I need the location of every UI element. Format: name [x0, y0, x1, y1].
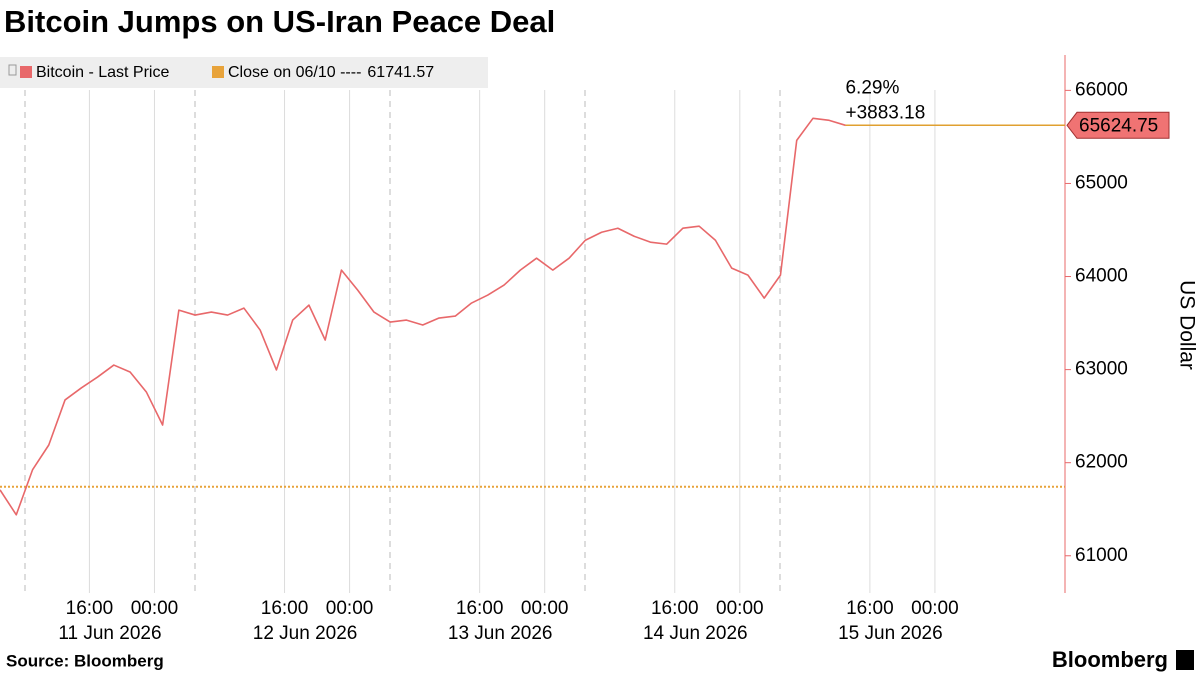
source: Source: Bloomberg [6, 651, 164, 670]
x-group-label: 14 Jun 2026 [643, 623, 748, 644]
brand-icon [1176, 650, 1194, 670]
x-tick-label: 00:00 [716, 598, 764, 619]
last-value-label: 65624.75 [1079, 115, 1158, 136]
x-group-label: 11 Jun 2026 [58, 623, 161, 644]
x-tick-label: 00:00 [131, 598, 179, 619]
x-group-label: 13 Jun 2026 [448, 623, 553, 644]
legend-swatch [20, 66, 32, 78]
x-tick-label: 16:00 [456, 598, 504, 619]
legend-ref-value: 61741.57 [367, 64, 434, 81]
legend-handle [8, 64, 17, 76]
y-tick-label: 63000 [1075, 359, 1128, 380]
chart-title: Bitcoin Jumps on US-Iran Peace Deal [4, 4, 555, 39]
legend-label: Bitcoin - Last Price [36, 64, 169, 81]
brand: Bloomberg [1052, 647, 1168, 672]
legend-label: Close on 06/10 ---- 61741.57 [228, 64, 434, 81]
last-value-tag [1066, 111, 1170, 139]
x-tick-label: 00:00 [521, 598, 569, 619]
legend-ref-name: Close on 06/10 ---- [228, 64, 361, 81]
x-group-label: 15 Jun 2026 [838, 623, 943, 644]
legend-box [0, 57, 488, 88]
change-abs: +3883.18 [845, 102, 925, 123]
x-group-label: 12 Jun 2026 [253, 623, 358, 644]
x-tick-label: 00:00 [911, 598, 959, 619]
y-tick-label: 66000 [1075, 79, 1128, 100]
y-tick-label: 61000 [1075, 545, 1128, 566]
x-tick-label: 16:00 [651, 598, 699, 619]
x-tick-label: 16:00 [846, 598, 894, 619]
x-tick-label: 00:00 [326, 598, 374, 619]
x-tick-label: 16:00 [261, 598, 309, 619]
legend-swatch [212, 66, 224, 78]
y-axis-label: US Dollar [1175, 280, 1198, 370]
change-pct: 6.29% [845, 77, 899, 98]
x-tick-label: 16:00 [66, 598, 114, 619]
price-line [0, 117, 846, 516]
y-tick-label: 62000 [1075, 452, 1128, 473]
y-tick-label: 65000 [1075, 172, 1128, 193]
y-tick-label: 64000 [1075, 266, 1128, 287]
session-lines [24, 90, 781, 593]
